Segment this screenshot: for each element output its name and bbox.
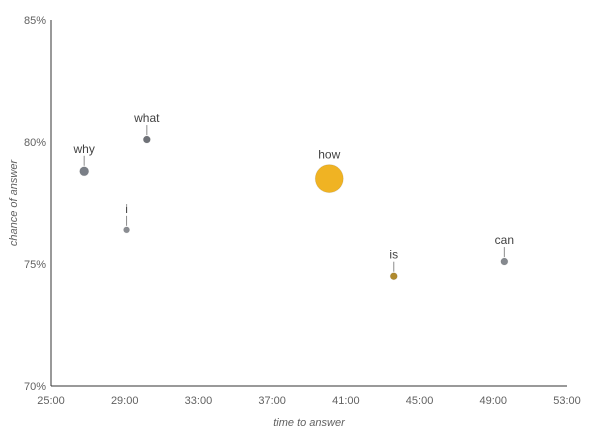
point-label: what	[133, 111, 160, 125]
point-label: can	[495, 233, 514, 247]
x-tick-label: 49:00	[480, 395, 508, 407]
data-point	[500, 257, 509, 266]
data-points: why what i how is can	[72, 111, 514, 281]
data-point	[79, 166, 90, 177]
x-tick-label: 45:00	[406, 395, 434, 407]
point-group-is: is	[389, 248, 398, 281]
point-group-how: how	[314, 148, 344, 194]
point-group-why: why	[72, 142, 95, 177]
y-tick-label: 80%	[24, 137, 46, 149]
y-tick-label: 75%	[24, 259, 46, 271]
y-axis-title: chance of answer	[8, 159, 20, 247]
x-axis-title: time to answer	[273, 417, 346, 429]
x-tick-label: 41:00	[332, 395, 360, 407]
x-tick-label: 53:00	[553, 395, 581, 407]
point-label: how	[318, 148, 340, 162]
y-tick-labels: 70% 75% 80% 85%	[24, 15, 46, 393]
x-tick-label: 37:00	[258, 395, 286, 407]
point-group-what: what	[133, 111, 160, 144]
x-tick-label: 33:00	[185, 395, 213, 407]
data-point	[123, 226, 131, 234]
point-label: why	[72, 142, 94, 156]
point-group-i: i	[123, 202, 131, 234]
y-tick-label: 85%	[24, 15, 46, 27]
point-label: i	[125, 202, 128, 216]
x-tick-labels: 25:00 29:00 33:00 37:00 41:00 45:00 49:00 53:00	[37, 395, 581, 407]
data-point	[389, 272, 398, 281]
x-tick-label: 29:00	[111, 395, 139, 407]
point-label: is	[389, 248, 398, 262]
y-tick-label: 70%	[24, 381, 46, 393]
axes	[50, 20, 567, 387]
data-point	[314, 164, 344, 194]
data-point	[142, 135, 151, 144]
point-group-can: can	[495, 233, 514, 266]
x-tick-label: 25:00	[37, 395, 65, 407]
